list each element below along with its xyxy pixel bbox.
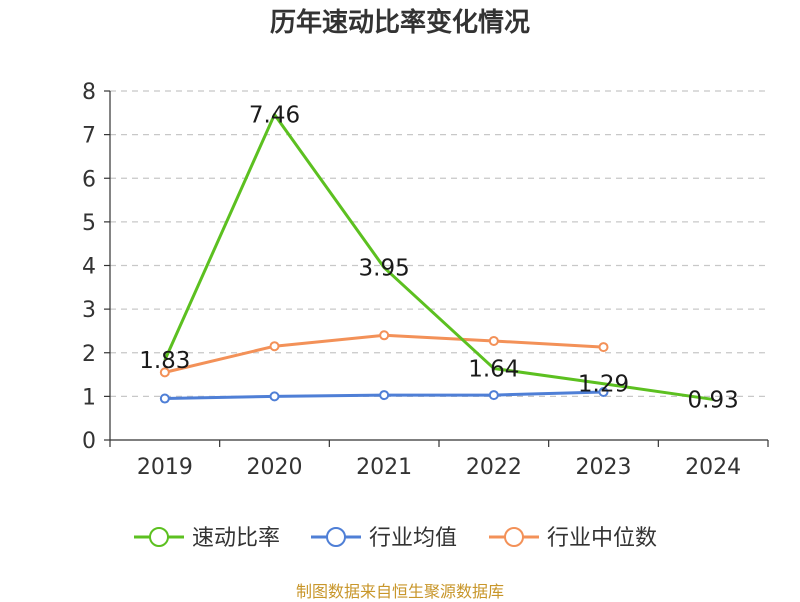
series-line	[164, 333, 604, 374]
y-tick-label: 6	[82, 167, 96, 192]
x-tick-label: 2023	[576, 455, 632, 480]
data-label: 7.46	[249, 103, 300, 129]
y-tick-label: 8	[82, 80, 96, 105]
series-point	[269, 391, 280, 402]
data-label: 1.64	[468, 356, 519, 382]
x-tick-label: 2021	[356, 455, 412, 480]
legend-swatch-marker	[326, 527, 346, 547]
y-tick-label: 5	[82, 211, 96, 236]
legend-item[interactable]: 行业均值	[311, 526, 457, 551]
y-tick-label: 7	[82, 124, 96, 149]
legend: 速动比率 行业均值 行业中位数	[134, 526, 657, 551]
y-tick-label: 4	[82, 255, 96, 280]
chart-title: 历年速动比率变化情况	[269, 8, 530, 38]
x-tick-label: 2022	[466, 455, 522, 480]
series-lines	[159, 113, 714, 404]
legend-item[interactable]: 速动比率	[134, 526, 280, 551]
legend-label: 行业中位数	[547, 526, 657, 551]
series-point	[488, 390, 499, 401]
x-tick-label: 2019	[137, 455, 193, 480]
series-point	[159, 367, 170, 378]
series-point	[379, 330, 390, 341]
data-label: 1.29	[578, 372, 629, 398]
legend-swatch-marker	[504, 527, 524, 547]
x-tick-label: 2024	[685, 455, 741, 480]
legend-label: 速动比率	[192, 526, 280, 551]
data-label: 0.93	[688, 387, 739, 413]
data-label: 3.95	[359, 256, 410, 282]
axes: 0 1 2 3 4 5 6 7 8 2019 2020 2021 2022 2023 2024	[82, 80, 769, 480]
grid-lines	[110, 90, 768, 397]
series-point	[488, 335, 499, 346]
y-tick-label: 3	[82, 298, 96, 323]
data-label: 1.83	[139, 348, 190, 374]
x-tick-label: 2020	[247, 455, 303, 480]
series-point	[598, 387, 609, 398]
series-point	[598, 342, 609, 353]
series-point	[269, 341, 280, 352]
legend-swatch-marker	[149, 527, 169, 547]
data-labels: 1.83 7.46 3.95 1.64 1.29 0.93	[139, 103, 739, 414]
legend-item[interactable]: 行业中位数	[489, 526, 657, 551]
y-tick-label: 2	[82, 342, 96, 367]
y-tick-label: 0	[82, 429, 96, 454]
source-caption: 制图数据来自恒生聚源数据库	[295, 582, 504, 601]
series-point	[159, 393, 170, 404]
series-point	[379, 390, 390, 401]
legend-label: 行业均值	[369, 526, 457, 551]
y-tick-label: 1	[82, 385, 96, 410]
series-line	[163, 113, 714, 401]
